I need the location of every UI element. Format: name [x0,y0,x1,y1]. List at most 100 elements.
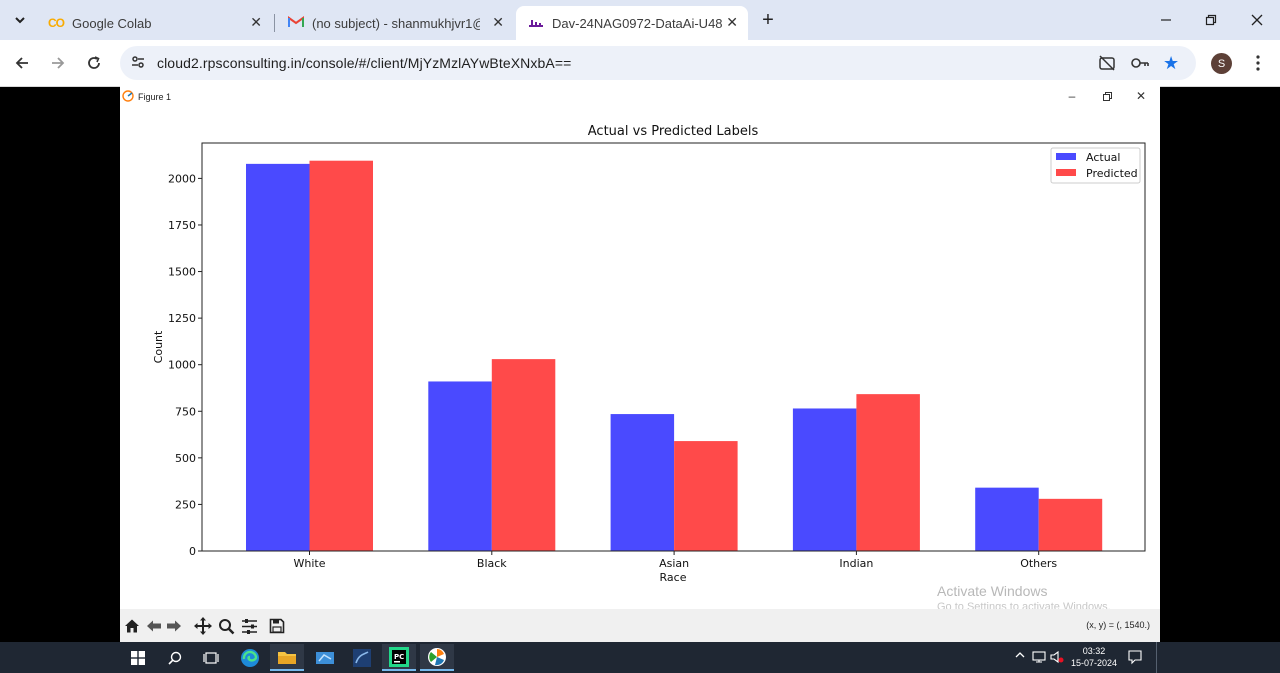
figure-window: Figure 1 – ✕ Actual vs Predicted Labels … [120,86,1160,642]
bar-actual-asian [610,414,675,551]
bar-actual-indian [792,408,857,551]
file-explorer-icon[interactable] [270,644,304,671]
y-tick-label: 250 [175,498,196,511]
camera-off-icon[interactable] [1098,54,1116,77]
y-tick-label: 1000 [168,359,196,372]
y-tick-label: 1750 [168,219,196,232]
remote-connection-icon[interactable] [308,644,342,671]
close-icon[interactable]: ✕ [250,14,262,30]
windows-start-icon[interactable] [121,644,155,671]
bookmark-star-icon[interactable]: ★ [1163,53,1180,73]
x-tick-label-black: Black [477,557,507,570]
tab-search-chevron-icon[interactable] [8,8,32,32]
y-tick-label: 2000 [168,172,196,185]
x-axis-label: Race [660,571,687,584]
matplotlib-toolbar: (x, y) = (, 1540.) [120,609,1160,642]
y-tick-label: 1500 [168,266,196,279]
figure-close-icon[interactable]: ✕ [1135,89,1147,103]
chart-title: Actual vs Predicted Labels [588,124,759,139]
legend-swatch-predicted [1056,169,1076,176]
tab-gmail[interactable]: (no subject) - shanmukhjvr1@g ✕ [276,6,514,40]
sql-workbench-icon[interactable] [345,644,379,671]
y-tick-label: 0 [189,545,196,558]
pan-move-icon[interactable] [194,617,212,635]
tab-google-colab[interactable]: CO Google Colab ✕ [36,6,272,40]
restore-icon[interactable] [1199,8,1223,32]
url-text[interactable]: cloud2.rpsconsulting.in/console/#/client… [157,55,572,71]
tab-divider [274,14,275,32]
tray-chevron-icon[interactable] [1015,650,1025,662]
figure-minimize-icon[interactable]: – [1068,89,1076,103]
bar-predicted-black [491,359,556,551]
bar-actual-black [428,381,492,551]
legend-swatch-actual [1056,153,1076,160]
bar-actual-others [975,487,1039,551]
browser-toolbar: cloud2.rpsconsulting.in/console/#/client… [0,40,1280,87]
minimize-icon[interactable] [1154,8,1178,32]
profile-avatar[interactable]: S [1211,53,1232,74]
tab-remote-desktop[interactable]: Dav-24NAG0972-DataAi-U48 ✕ [516,6,748,40]
edge-browser-icon[interactable] [233,644,267,671]
y-axis-label: Count [152,330,165,363]
bar-predicted-white [309,160,373,551]
network-icon[interactable] [1032,650,1046,669]
figure-title: Figure 1 [138,92,172,102]
bar-actual-white [246,163,310,551]
task-view-icon[interactable] [194,644,228,671]
zoom-magnifier-icon[interactable] [217,617,235,635]
cursor-coordinates: (x, y) = (, 1540.) [1086,620,1150,630]
volume-muted-icon[interactable] [1050,650,1064,669]
address-bar[interactable]: cloud2.rpsconsulting.in/console/#/client… [120,46,1196,80]
home-icon[interactable] [123,617,141,635]
back-arrow-icon[interactable] [8,49,36,77]
y-tick-label: 500 [175,452,196,465]
close-icon[interactable]: ✕ [492,14,504,30]
figure-restore-icon[interactable] [1097,88,1117,104]
clock-date: 15-07-2024 [1070,658,1118,668]
legend-label-predicted: Predicted [1086,167,1138,180]
new-tab-button[interactable]: + [762,8,774,31]
matplotlib-icon [122,89,134,107]
password-key-icon[interactable] [1130,55,1150,76]
svg-text:PC: PC [394,653,404,661]
activate-windows-title: Activate Windows [937,583,1048,599]
tab-title: (no subject) - shanmukhjvr1@g [312,15,480,31]
close-window-icon[interactable] [1245,8,1269,32]
forward-arrow-icon[interactable] [44,49,72,77]
notifications-icon[interactable] [1127,649,1143,670]
legend: Actual Predicted [1050,147,1141,184]
taskbar: PC 03:32 15-07-2024 [0,642,1280,673]
clock-time: 03:32 [1082,646,1106,656]
tab-strip: CO Google Colab ✕ (no subject) - shanmuk… [0,0,1280,40]
legend-label-actual: Actual [1086,151,1120,164]
y-tick-label: 750 [175,405,196,418]
y-tick-label: 1250 [168,312,196,325]
x-tick-label-white: White [294,557,326,570]
x-tick-label-indian: Indian [839,557,873,570]
remote-desktop-icon [528,16,544,31]
menu-kebab-icon[interactable] [1244,49,1272,77]
bar-predicted-asian [674,441,738,551]
show-desktop-divider [1156,642,1157,673]
configure-subplots-icon[interactable] [240,617,258,635]
site-settings-icon[interactable] [130,54,146,75]
bar-chart: Actual vs Predicted Labels 0 250 500 750 100… [152,124,1146,584]
bar-predicted-indian [856,394,920,551]
plot-frame [201,142,1146,552]
bar-predicted-others [1038,498,1103,551]
forward-icon[interactable] [165,617,183,635]
save-figure-icon[interactable] [268,617,286,635]
close-icon[interactable]: ✕ [726,14,738,30]
back-icon[interactable] [145,617,163,635]
search-icon[interactable] [158,644,192,671]
pycharm-icon[interactable]: PC [382,644,416,671]
tab-title: Google Colab [72,15,152,31]
system-clock[interactable]: 03:32 15-07-2024 [1068,645,1120,669]
tab-title: Dav-24NAG0972-DataAi-U48 [552,15,723,31]
x-tick-label-asian: Asian [659,557,689,570]
x-tick-label-others: Others [1020,557,1057,570]
reload-icon[interactable] [80,49,108,77]
matplotlib-app-icon[interactable] [420,644,454,671]
colab-icon: CO [48,16,65,30]
gmail-icon [288,15,304,31]
